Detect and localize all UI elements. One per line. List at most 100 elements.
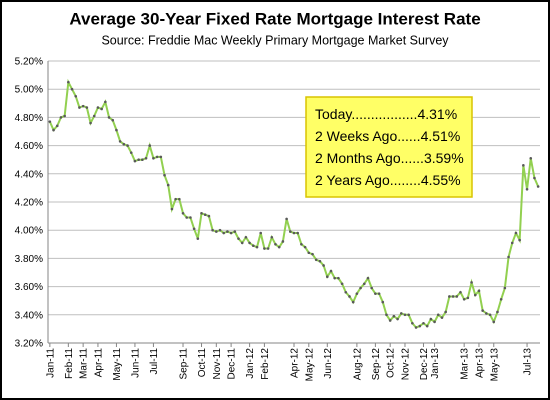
y-tick-label: 3.40%	[15, 310, 43, 321]
y-tick-label: 3.60%	[15, 282, 43, 293]
data-point	[218, 228, 222, 232]
data-point	[196, 237, 200, 240]
data-point	[237, 237, 240, 240]
data-point	[200, 211, 203, 215]
data-point	[451, 295, 455, 298]
data-point	[259, 231, 263, 235]
annotation-text: 2 Weeks Ago......4.51%	[315, 128, 460, 144]
data-point	[462, 297, 466, 301]
data-point	[525, 188, 529, 191]
y-tick-label: 3.20%	[15, 339, 43, 350]
data-point	[370, 286, 373, 290]
x-tick-label: Sep-12	[371, 348, 382, 381]
data-point	[411, 321, 414, 325]
data-point	[115, 128, 118, 132]
data-point	[126, 144, 129, 147]
data-point	[203, 213, 207, 216]
data-point	[70, 87, 74, 91]
data-point	[233, 230, 237, 233]
data-point	[181, 211, 185, 215]
data-point	[388, 319, 392, 322]
data-point	[314, 258, 318, 262]
data-point	[111, 118, 115, 122]
data-point	[362, 282, 366, 286]
annotation-text: Today.................4.31%	[315, 106, 457, 122]
x-tick-label: May-12	[304, 348, 315, 382]
x-tick-label: Oct-11	[197, 348, 208, 378]
data-point	[488, 313, 492, 317]
data-point	[466, 296, 470, 300]
data-point	[155, 155, 159, 159]
data-point	[129, 151, 133, 154]
x-tick-label: Nov-12	[400, 348, 411, 381]
data-point	[399, 312, 403, 315]
data-point	[55, 124, 59, 128]
data-point	[281, 240, 285, 243]
data-point	[48, 120, 52, 123]
x-tick-label: Nov-11	[212, 348, 223, 380]
data-point	[499, 297, 503, 301]
data-point	[381, 300, 385, 304]
data-point	[222, 231, 226, 235]
data-point	[518, 238, 521, 242]
data-point	[189, 216, 192, 219]
data-point	[207, 214, 211, 218]
data-point	[277, 245, 281, 249]
data-point	[133, 159, 137, 163]
data-point	[433, 320, 436, 324]
data-point	[96, 106, 100, 109]
data-point	[374, 292, 377, 295]
data-point	[174, 197, 177, 201]
x-tick-label: Jul-13	[523, 348, 534, 376]
data-point	[444, 310, 447, 314]
data-point	[337, 276, 340, 280]
data-point	[307, 251, 311, 255]
data-point	[192, 227, 196, 231]
data-point	[396, 317, 399, 321]
data-point	[422, 321, 425, 325]
chart-subtitle: Source: Freddie Mac Weekly Primary Mortg…	[101, 33, 449, 47]
data-point	[366, 276, 370, 280]
data-point	[429, 317, 433, 321]
data-point	[52, 128, 55, 132]
data-point	[325, 275, 329, 279]
data-point	[152, 156, 155, 160]
x-tick-label: Oct-12	[386, 348, 397, 378]
x-tick-label: Apr-12	[290, 348, 301, 378]
data-point	[392, 314, 396, 318]
data-point	[507, 255, 510, 259]
data-point	[473, 293, 477, 297]
x-tick-label: May-11	[112, 348, 123, 381]
data-point	[300, 243, 303, 246]
data-point	[274, 243, 277, 246]
data-point	[303, 245, 307, 249]
data-point	[289, 230, 292, 233]
data-point	[89, 121, 92, 125]
x-tick-label: Jun-12	[323, 348, 334, 379]
y-tick-label: 3.80%	[15, 254, 43, 265]
data-point	[166, 183, 170, 187]
x-tick-label: Jan-11	[45, 348, 56, 378]
data-point	[59, 116, 63, 119]
y-tick-label: 4.00%	[15, 226, 43, 237]
plot-area: 3.20% 3.40% 3.60% 3.80% 4.00% 4.20% 4.40% 4.60%…	[15, 57, 540, 382]
data-point	[211, 228, 214, 232]
data-point	[351, 300, 355, 304]
data-point	[492, 320, 496, 324]
data-point	[178, 197, 181, 201]
data-point	[385, 313, 388, 317]
x-tick-label: Feb-11	[64, 348, 75, 379]
x-tick-label: Jul-11	[149, 348, 160, 375]
data-point	[141, 158, 144, 161]
data-point	[329, 269, 333, 273]
data-point	[263, 247, 266, 250]
data-point	[226, 230, 229, 233]
data-point	[436, 313, 440, 317]
data-point	[285, 217, 288, 221]
data-point	[163, 173, 166, 177]
data-point	[296, 231, 299, 235]
data-point	[244, 235, 248, 239]
data-point	[425, 324, 429, 328]
annotation-text: 2 Years Ago........4.55%	[315, 172, 461, 188]
x-tick-label: Jun-11	[130, 348, 141, 378]
